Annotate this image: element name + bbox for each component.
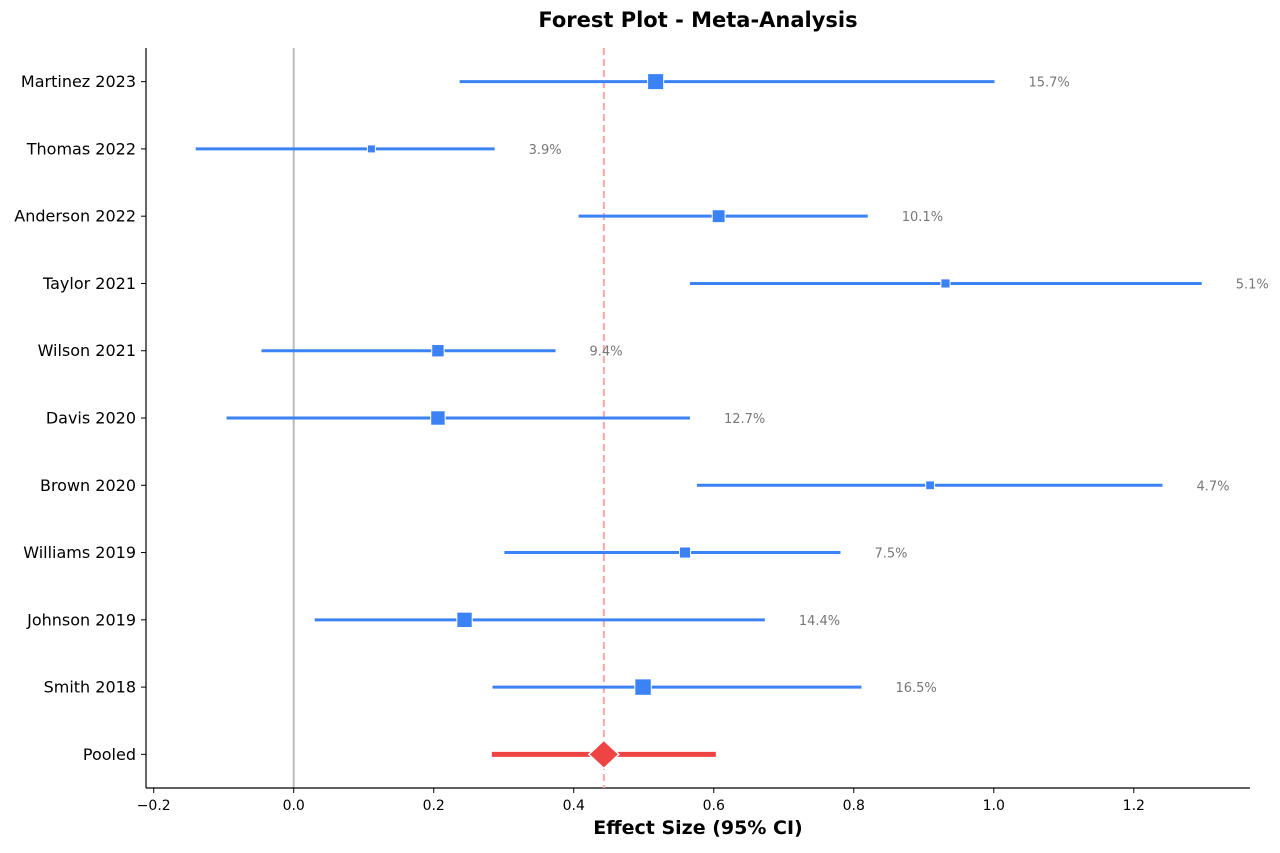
weight-label: 7.5% xyxy=(874,547,907,562)
x-tick-label: 0.2 xyxy=(423,798,445,814)
y-tick-label: Williams 2019 xyxy=(23,543,136,562)
effect-marker xyxy=(431,344,445,358)
effect-marker xyxy=(456,611,473,629)
x-tick-label: 0.4 xyxy=(563,798,585,814)
weight-label: 4.7% xyxy=(1196,479,1229,494)
x-tick-label: 0.8 xyxy=(843,798,865,814)
y-tick-label: Smith 2018 xyxy=(44,678,136,697)
y-tick-label: Johnson 2019 xyxy=(26,610,136,629)
weight-label: 16.5% xyxy=(895,681,936,696)
y-tick-label: Brown 2020 xyxy=(40,476,136,495)
y-tick-label: Taylor 2021 xyxy=(42,274,136,293)
weight-label: 3.9% xyxy=(529,143,562,158)
effect-marker xyxy=(430,410,446,426)
x-tick-label: 0.0 xyxy=(283,798,305,814)
y-tick-label: Davis 2020 xyxy=(46,409,136,428)
chart-title: Forest Plot - Meta-Analysis xyxy=(538,8,857,32)
weight-label: 5.1% xyxy=(1236,277,1269,292)
weight-label: 12.7% xyxy=(724,412,765,427)
effect-marker xyxy=(940,278,951,289)
effect-marker xyxy=(679,546,692,559)
weight-label: 15.7% xyxy=(1028,76,1069,91)
x-tick-label: 1.2 xyxy=(1123,798,1145,814)
y-tick-label: Pooled xyxy=(83,745,136,764)
weight-label: 14.4% xyxy=(799,614,840,629)
x-tick-label: 1.0 xyxy=(983,798,1005,814)
effect-marker xyxy=(647,73,665,91)
effect-marker xyxy=(711,209,726,224)
y-tick-label: Wilson 2021 xyxy=(38,341,136,360)
effect-marker xyxy=(366,144,376,154)
y-tick-label: Martinez 2023 xyxy=(21,72,136,91)
y-tick-label: Anderson 2022 xyxy=(14,207,136,226)
weight-label: 10.1% xyxy=(902,210,943,225)
effect-marker xyxy=(634,678,652,696)
pooled-diamond-marker xyxy=(587,739,620,770)
x-tick-label: −0.2 xyxy=(137,798,171,814)
y-tick-label: Thomas 2022 xyxy=(26,139,136,158)
effect-marker xyxy=(925,480,935,491)
x-axis-label: Effect Size (95% CI) xyxy=(593,817,802,839)
x-tick-label: 0.6 xyxy=(703,798,725,814)
weight-label: 9.4% xyxy=(590,345,623,360)
